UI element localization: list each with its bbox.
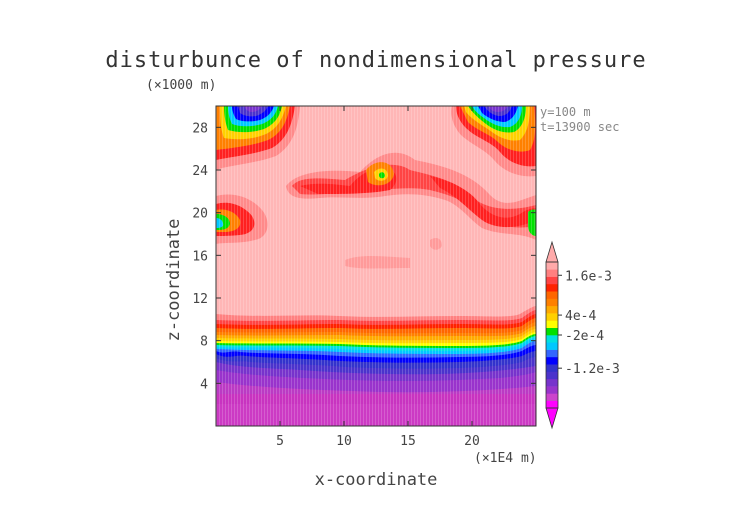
x-tick-label: 5 <box>276 434 284 449</box>
colorbar-segment <box>546 342 558 350</box>
colorbar-segment <box>546 291 558 299</box>
colorbar-segment <box>546 356 558 365</box>
colorbar-segment <box>546 269 558 277</box>
colorbar: 1.6e-3 4e-4 -2e-4 -1.2e-3 <box>545 240 620 430</box>
x-tick-label: 10 <box>336 434 352 449</box>
y-axis-ticks: 4 8 12 16 20 24 28 <box>192 121 536 392</box>
y-tick-label: 28 <box>192 121 208 136</box>
colorbar-segment <box>546 349 558 358</box>
colorbar-segment <box>546 298 558 307</box>
y-tick-label: 12 <box>192 292 208 307</box>
colorbar-segment <box>546 386 558 394</box>
plot-frame <box>215 105 537 427</box>
plot-area <box>216 106 536 426</box>
colorbar-segment <box>546 378 558 387</box>
x-axis-ticks: 5 10 15 20 <box>276 106 480 449</box>
colorbar-label: 4e-4 <box>565 309 596 324</box>
colorbar-segment <box>546 335 558 343</box>
x-tick-label: 15 <box>400 434 416 449</box>
y-tick-label: 24 <box>192 164 208 179</box>
colorbar-segment <box>546 276 558 285</box>
colorbar-segment <box>546 313 558 321</box>
x-axis-label: x-coordinate <box>314 470 438 490</box>
chart-title: disturbunce of nondimensional pressure <box>105 48 647 73</box>
y-tick-label: 8 <box>200 335 208 350</box>
colorbar-bottom-arrow <box>545 407 559 430</box>
y-tick-label: 16 <box>192 249 208 264</box>
annotation-y-position: y=100 m <box>540 105 591 119</box>
colorbar-segment <box>546 371 558 380</box>
colorbar-label: 1.6e-3 <box>565 269 612 284</box>
x-axis-unit: (×1E4 m) <box>474 451 537 466</box>
hatch-texture <box>216 106 536 426</box>
colorbar-top-arrow <box>545 240 559 263</box>
x-tick-label: 20 <box>464 434 480 449</box>
colorbar-segment <box>546 364 558 372</box>
colorbar-segment <box>546 327 558 336</box>
colorbar-label: -2e-4 <box>565 329 604 344</box>
y-axis-unit: (×1000 m) <box>146 78 217 93</box>
colorbar-segment <box>546 283 558 292</box>
colorbar-segment <box>546 393 558 401</box>
y-tick-label: 20 <box>192 207 208 222</box>
colorbar-label: -1.2e-3 <box>565 362 620 377</box>
y-tick-label: 4 <box>200 377 208 392</box>
colorbar-segment <box>546 400 558 409</box>
annotation-time: t=13900 sec <box>540 120 620 134</box>
colorbar-segment <box>546 262 558 270</box>
colorbar-segment <box>546 305 558 314</box>
colorbar-segment <box>546 320 558 328</box>
